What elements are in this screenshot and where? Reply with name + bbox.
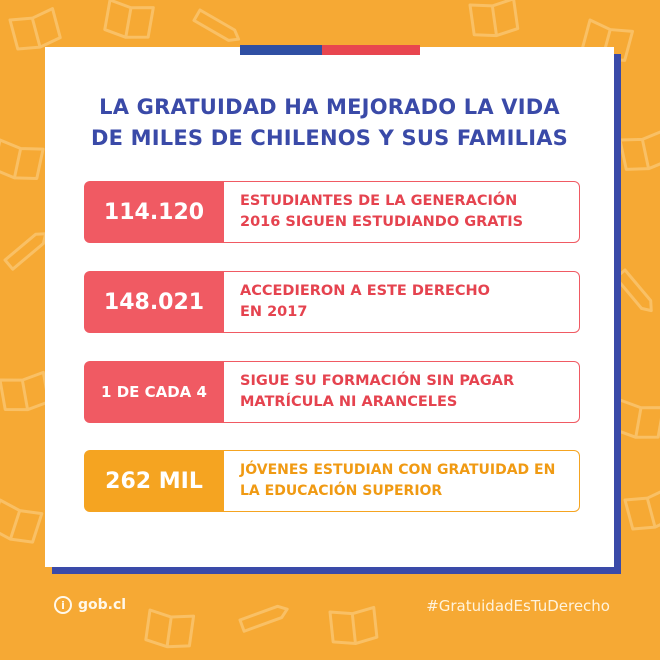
hashtag: #GratuidadEsTuDerecho [426, 597, 610, 615]
stat-description-line-2: 2016 SIGUEN ESTUDIANDO GRATIS [240, 214, 524, 230]
gob-logo-text: gob.cl [78, 597, 127, 613]
flag-blue-stripe [240, 45, 322, 55]
book-icon [0, 138, 45, 180]
stat-value: 114.120 [84, 181, 224, 243]
stat-description-line-1: JÓVENES ESTUDIAN CON GRATUIDAD EN [240, 462, 556, 478]
stat-description: ESTUDIANTES DE LA GENERACIÓN 2016 SIGUEN… [224, 181, 580, 243]
stat-row: 262 MIL JÓVENES ESTUDIAN CON GRATUIDAD E… [84, 450, 580, 512]
stat-row: 148.021 ACCEDIERON A ESTE DERECHO EN 201… [84, 271, 580, 333]
stat-description-line-1: ACCEDIERON A ESTE DERECHO [240, 283, 490, 299]
stat-description: JÓVENES ESTUDIAN CON GRATUIDAD EN LA EDU… [224, 450, 580, 512]
headline-line-1: LA GRATUIDAD HA MEJORADO LA VIDA [99, 95, 560, 119]
stat-description: SIGUE SU FORMACIÓN SIN PAGAR MATRÍCULA N… [224, 361, 580, 423]
book-icon [0, 370, 51, 412]
book-icon [618, 129, 660, 171]
book-icon [623, 487, 660, 531]
book-icon [144, 608, 196, 649]
flag-bar [240, 45, 420, 55]
stat-description-line-2: LA EDUCACIÓN SUPERIOR [240, 483, 443, 499]
book-icon [8, 7, 62, 51]
stat-description-line-1: ESTUDIANTES DE LA GENERACIÓN [240, 193, 518, 209]
stat-row: 114.120 ESTUDIANTES DE LA GENERACIÓN 201… [84, 181, 580, 243]
headline: LA GRATUIDAD HA MEJORADO LA VIDA DE MILE… [45, 92, 614, 154]
stat-value: 1 DE CADA 4 [84, 361, 224, 423]
stat-description-line-1: SIGUE SU FORMACIÓN SIN PAGAR [240, 373, 515, 389]
pencil-icon [3, 232, 48, 271]
gob-logo[interactable]: i gob.cl [54, 596, 126, 614]
info-circle-icon: i [54, 596, 72, 614]
stat-description: ACCEDIERON A ESTE DERECHO EN 2017 [224, 271, 580, 333]
book-icon [0, 498, 44, 544]
stat-row: 1 DE CADA 4 SIGUE SU FORMACIÓN SIN PAGAR… [84, 361, 580, 423]
book-icon [468, 0, 520, 38]
book-icon [103, 0, 155, 39]
pencil-icon [614, 268, 653, 313]
pencil-icon [238, 604, 289, 633]
stat-description-line-2: EN 2017 [240, 304, 308, 320]
pencil-icon [192, 8, 241, 42]
stat-description-line-2: MATRÍCULA NI ARANCELES [240, 394, 458, 410]
stat-value: 262 MIL [84, 450, 224, 512]
book-icon [328, 605, 379, 646]
flag-red-stripe [322, 45, 420, 55]
stat-value: 148.021 [84, 271, 224, 333]
headline-line-2: DE MILES DE CHILENOS Y SUS FAMILIAS [90, 126, 569, 150]
